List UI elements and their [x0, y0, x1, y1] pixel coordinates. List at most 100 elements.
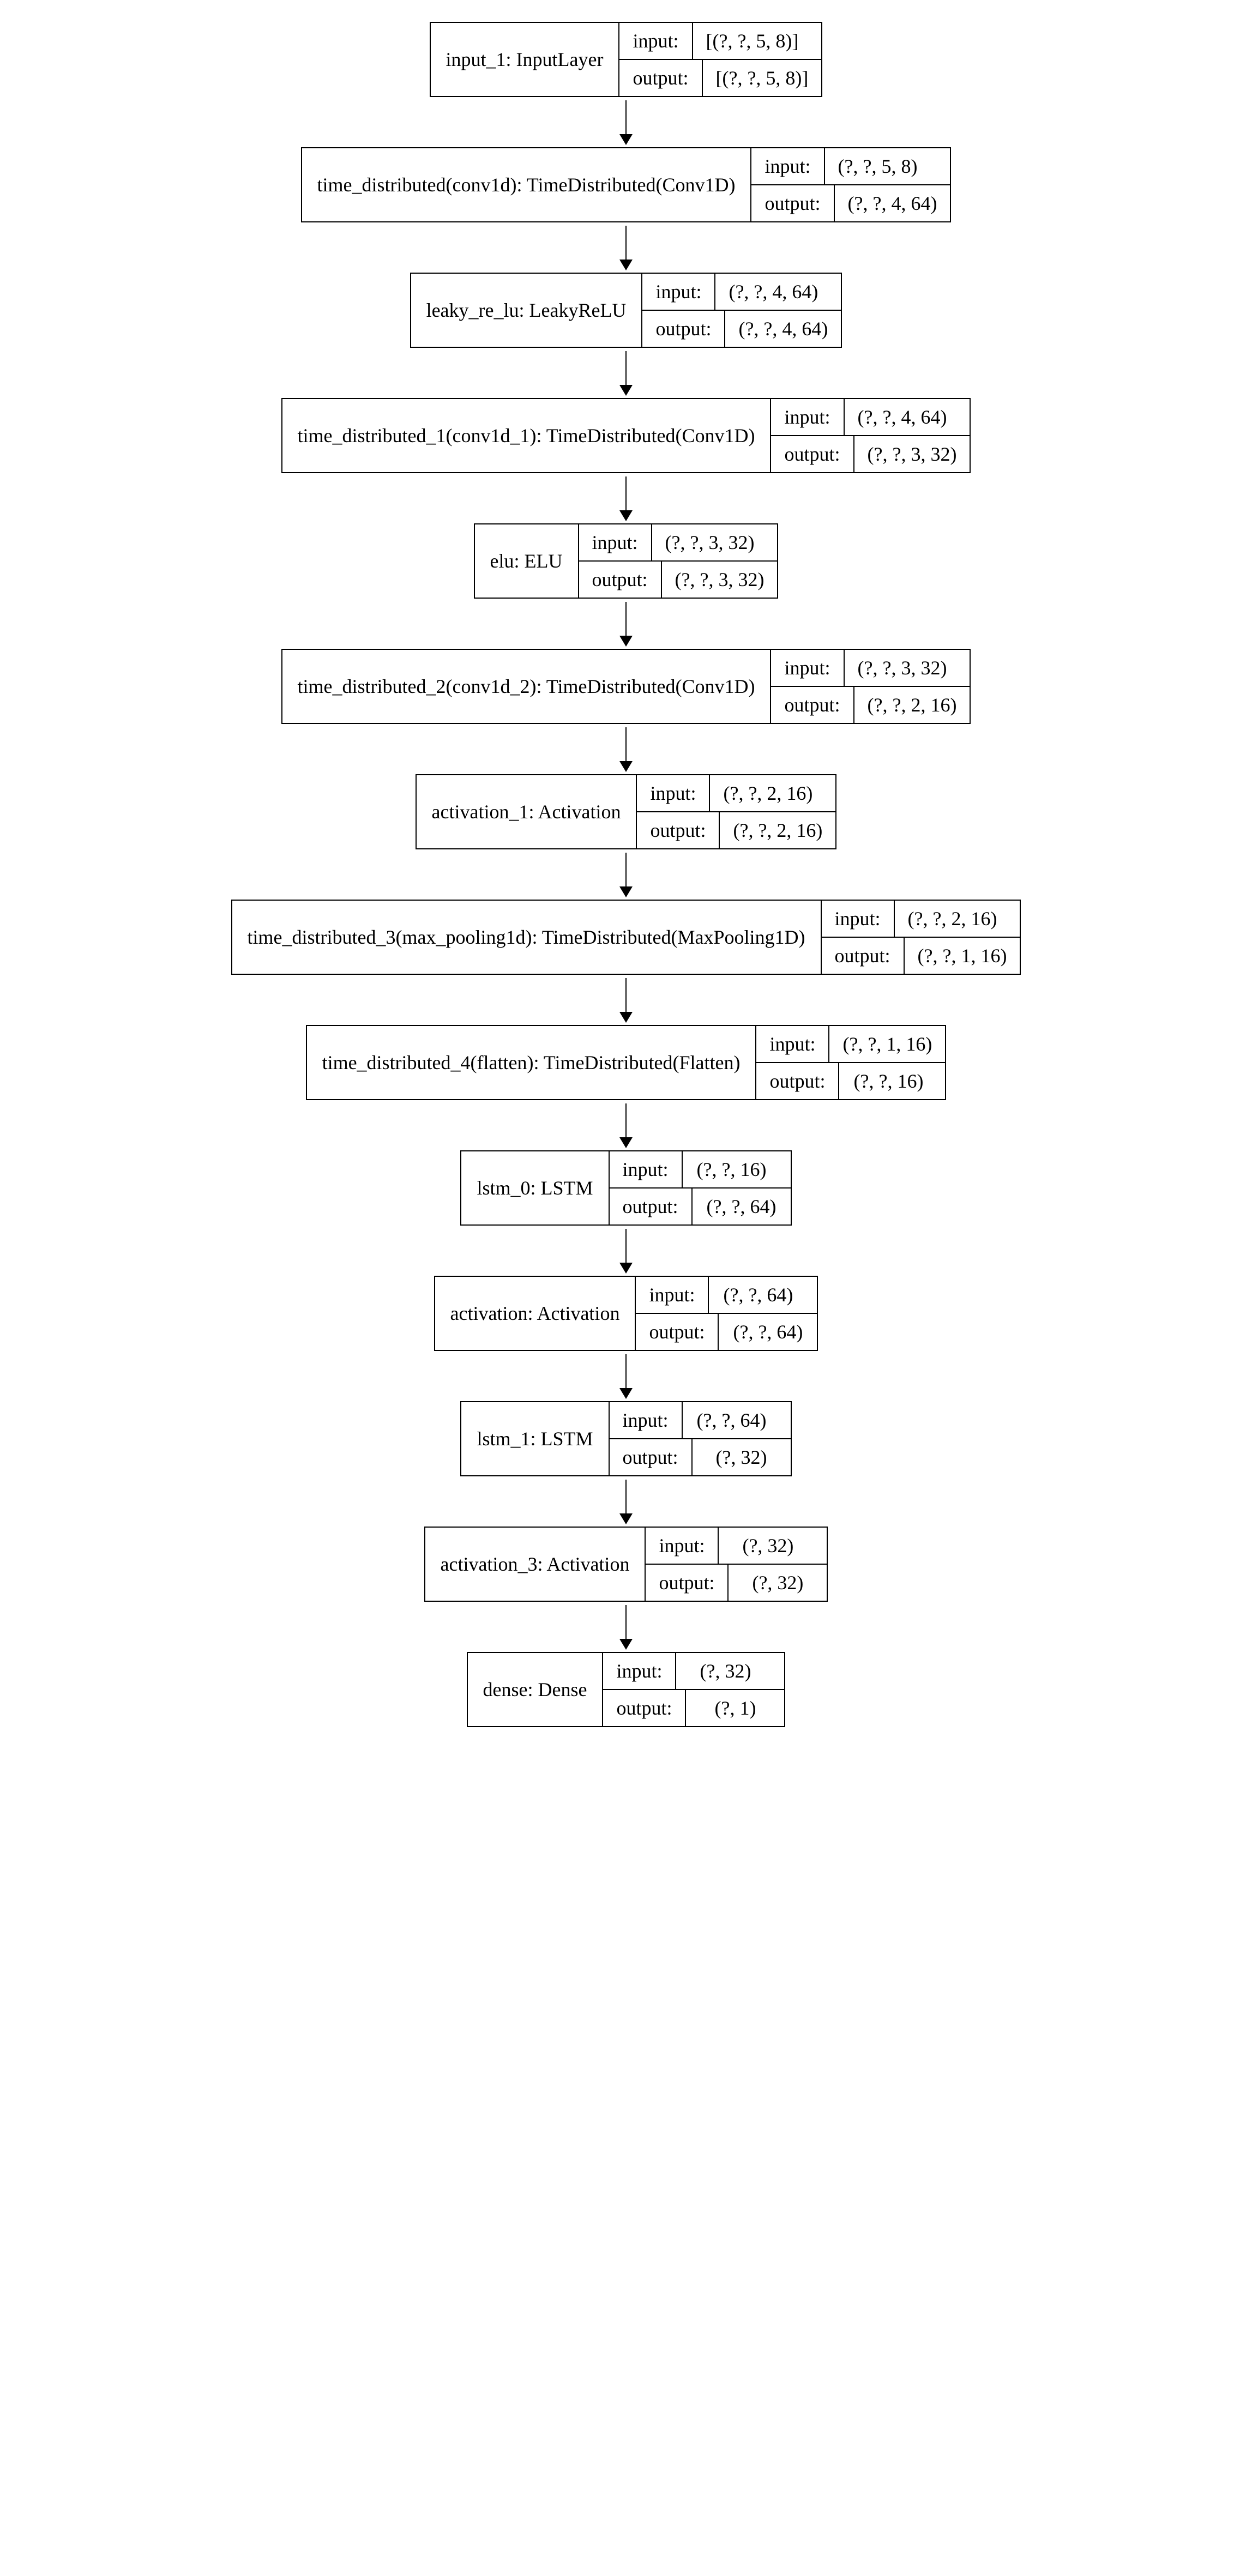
io-row-input: input:(?, 32) — [646, 1528, 827, 1564]
layer-label: activation_1: Activation — [417, 775, 636, 848]
io-table: input:(?, ?, 4, 64)output:(?, ?, 4, 64) — [641, 274, 841, 347]
io-table: input:(?, ?, 3, 32)output:(?, ?, 3, 32) — [578, 524, 778, 598]
io-key-output: output: — [610, 1439, 693, 1475]
layer-node: lstm_1: LSTMinput:(?, ?, 64)output:(?, 3… — [460, 1401, 791, 1476]
io-key-output: output: — [636, 1314, 719, 1350]
io-row-output: output:(?, 32) — [646, 1564, 827, 1601]
io-table: input:(?, ?, 16)output:(?, ?, 64) — [609, 1151, 791, 1224]
io-val-input: (?, ?, 3, 32) — [845, 650, 960, 686]
io-val-input: (?, ?, 64) — [709, 1277, 807, 1313]
io-key-input: input: — [610, 1402, 683, 1438]
io-key-input: input: — [756, 1026, 829, 1062]
io-key-output: output: — [822, 938, 905, 974]
arrow-down-icon — [625, 727, 627, 771]
layer-node: activation_3: Activationinput:(?, 32)out… — [424, 1527, 828, 1602]
arrow-down-icon — [625, 100, 627, 144]
io-table: input:(?, ?, 64)output:(?, ?, 64) — [635, 1277, 817, 1350]
io-key-input: input: — [822, 901, 895, 937]
io-val-input: [(?, ?, 5, 8)] — [693, 23, 812, 59]
layer-label: lstm_0: LSTM — [461, 1151, 608, 1224]
io-key-output: output: — [771, 436, 854, 472]
layer-label: time_distributed_3(max_pooling1d): TimeD… — [232, 901, 821, 974]
io-val-input: (?, ?, 3, 32) — [652, 524, 768, 560]
layer-label: activation_3: Activation — [425, 1528, 645, 1601]
io-row-output: output:(?, ?, 64) — [636, 1313, 817, 1350]
io-key-output: output: — [756, 1063, 839, 1099]
io-val-input: (?, 32) — [719, 1528, 817, 1564]
io-row-output: output:(?, 1) — [603, 1689, 784, 1726]
io-key-input: input: — [579, 524, 652, 560]
layer-node: elu: ELUinput:(?, ?, 3, 32)output:(?, ?,… — [474, 523, 779, 599]
arrow-down-icon — [625, 476, 627, 520]
io-table: input:[(?, ?, 5, 8)]output:[(?, ?, 5, 8)… — [618, 23, 821, 96]
io-row-output: output:(?, ?, 16) — [756, 1062, 945, 1099]
layer-label: time_distributed_4(flatten): TimeDistrib… — [307, 1026, 756, 1099]
io-table: input:(?, ?, 1, 16)output:(?, ?, 16) — [755, 1026, 945, 1099]
io-row-input: input:(?, ?, 16) — [610, 1151, 791, 1187]
io-val-output: (?, ?, 1, 16) — [905, 938, 1020, 974]
io-val-output: (?, ?, 64) — [693, 1189, 791, 1224]
io-table: input:(?, ?, 3, 32)output:(?, ?, 2, 16) — [770, 650, 970, 723]
arrow-down-icon — [625, 978, 627, 1022]
io-table: input:(?, 32)output:(?, 32) — [645, 1528, 827, 1601]
io-val-input: (?, ?, 4, 64) — [845, 399, 960, 435]
io-row-output: output:(?, ?, 2, 16) — [637, 811, 835, 848]
layer-label: lstm_1: LSTM — [461, 1402, 608, 1475]
io-val-input: (?, 32) — [676, 1653, 774, 1689]
layer-node: lstm_0: LSTMinput:(?, ?, 16)output:(?, ?… — [460, 1150, 791, 1226]
io-row-output: output:(?, ?, 1, 16) — [822, 937, 1020, 974]
layer-node: input_1: InputLayerinput:[(?, ?, 5, 8)]o… — [430, 22, 823, 97]
io-table: input:(?, 32)output:(?, 1) — [602, 1653, 784, 1726]
io-key-output: output: — [771, 687, 854, 723]
io-key-input: input: — [751, 148, 824, 184]
io-val-output: (?, ?, 16) — [839, 1063, 937, 1099]
io-key-output: output: — [751, 185, 834, 221]
layer-label: leaky_re_lu: LeakyReLU — [411, 274, 642, 347]
arrow-down-icon — [625, 1354, 627, 1398]
io-row-input: input:(?, ?, 5, 8) — [751, 148, 950, 184]
layer-label: dense: Dense — [468, 1653, 603, 1726]
io-row-output: output:(?, ?, 4, 64) — [751, 184, 950, 221]
io-val-output: (?, ?, 4, 64) — [725, 311, 841, 347]
arrow-down-icon — [625, 1103, 627, 1147]
io-row-input: input:(?, ?, 2, 16) — [637, 775, 835, 811]
io-row-output: output:(?, ?, 3, 32) — [771, 435, 970, 472]
io-key-input: input: — [619, 23, 693, 59]
io-key-input: input: — [646, 1528, 719, 1564]
io-key-input: input: — [771, 399, 844, 435]
io-table: input:(?, ?, 4, 64)output:(?, ?, 3, 32) — [770, 399, 970, 472]
io-table: input:(?, ?, 64)output:(?, 32) — [609, 1402, 791, 1475]
io-val-output: (?, ?, 4, 64) — [835, 185, 950, 221]
io-row-output: output:(?, 32) — [610, 1438, 791, 1475]
io-row-output: output:(?, ?, 2, 16) — [771, 686, 970, 723]
arrow-down-icon — [625, 351, 627, 395]
io-key-output: output: — [603, 1690, 686, 1726]
io-row-input: input:(?, ?, 4, 64) — [642, 274, 841, 310]
layer-label: activation: Activation — [435, 1277, 635, 1350]
io-val-input: (?, ?, 64) — [683, 1402, 781, 1438]
io-row-input: input:(?, ?, 3, 32) — [579, 524, 778, 560]
io-key-input: input: — [603, 1653, 676, 1689]
io-val-output: (?, ?, 2, 16) — [854, 687, 970, 723]
io-key-input: input: — [637, 775, 710, 811]
io-val-input: (?, ?, 2, 16) — [710, 775, 826, 811]
arrow-down-icon — [625, 602, 627, 645]
arrow-down-icon — [625, 853, 627, 896]
io-key-output: output: — [619, 60, 702, 96]
io-key-output: output: — [637, 812, 720, 848]
io-table: input:(?, ?, 2, 16)output:(?, ?, 1, 16) — [821, 901, 1020, 974]
io-val-output: (?, 1) — [686, 1690, 784, 1726]
layer-label: time_distributed(conv1d): TimeDistribute… — [302, 148, 751, 221]
io-key-output: output: — [642, 311, 725, 347]
io-row-input: input:(?, ?, 1, 16) — [756, 1026, 945, 1062]
io-row-input: input:(?, 32) — [603, 1653, 784, 1689]
io-row-input: input:(?, ?, 64) — [636, 1277, 817, 1313]
io-val-input: (?, ?, 5, 8) — [825, 148, 931, 184]
layer-label: time_distributed_1(conv1d_1): TimeDistri… — [282, 399, 771, 472]
layer-node: time_distributed(conv1d): TimeDistribute… — [301, 147, 952, 222]
io-row-input: input:(?, ?, 3, 32) — [771, 650, 970, 686]
io-val-output: (?, ?, 64) — [719, 1314, 817, 1350]
io-row-input: input:[(?, ?, 5, 8)] — [619, 23, 821, 59]
io-row-input: input:(?, ?, 64) — [610, 1402, 791, 1438]
io-table: input:(?, ?, 5, 8)output:(?, ?, 4, 64) — [750, 148, 950, 221]
